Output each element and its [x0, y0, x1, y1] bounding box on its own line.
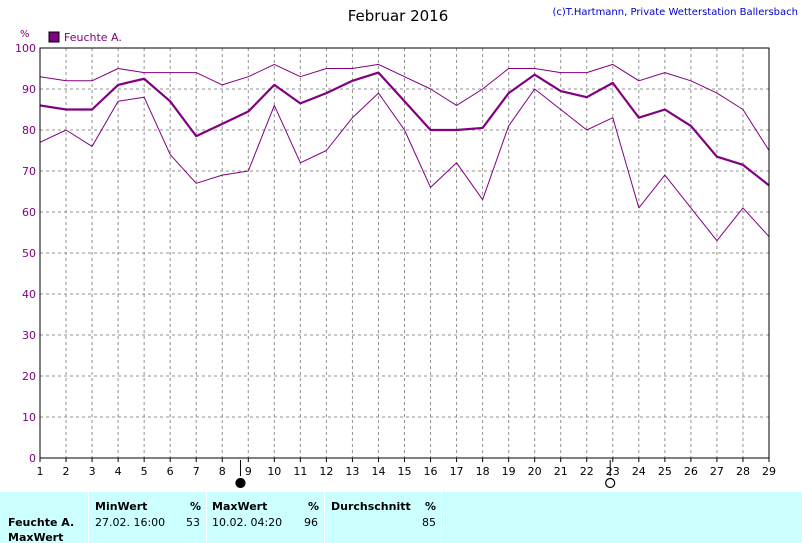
chart-area: Februar 2016 (c)T.Hartmann, Private Wett…	[15, 7, 798, 489]
min-value: 53	[186, 516, 200, 529]
y-tick-label: 20	[22, 370, 36, 383]
statistics-panel: MinWert % MaxWert % Durchschnitt % Feuch…	[0, 492, 802, 543]
x-tick-label: 9	[245, 465, 252, 478]
x-tick-label: 28	[736, 465, 750, 478]
stats-separator	[88, 492, 89, 543]
x-tick-label: 24	[632, 465, 646, 478]
max-date: 10.02. 04:20	[212, 516, 283, 529]
x-tick-label: 27	[710, 465, 724, 478]
series-lines	[39, 63, 770, 242]
min-header: MinWert	[95, 500, 148, 513]
y-tick-label: 30	[22, 329, 36, 342]
max-value: 96	[304, 516, 318, 529]
x-tick-label: 7	[193, 465, 200, 478]
max-header: MaxWert	[212, 500, 268, 513]
grid	[40, 48, 769, 458]
y-tick-label: 60	[22, 206, 36, 219]
y-axis-unit: %	[20, 29, 30, 40]
y-axis-ticks: 0 10 20 30 40 50 60 70 80 90 100	[15, 42, 36, 465]
row-label-secondary: MaxWert	[8, 531, 64, 543]
x-tick-label: 11	[293, 465, 307, 478]
x-tick-label: 12	[319, 465, 333, 478]
stats-separator	[206, 492, 207, 543]
copyright-text: (c)T.Hartmann, Private Wetterstation Bal…	[552, 7, 798, 18]
x-tick-label: 22	[580, 465, 594, 478]
series-line-max	[39, 63, 770, 151]
avg-header: Durchschnitt	[331, 500, 411, 513]
chart-title: Februar 2016	[348, 7, 449, 25]
x-tick-label: 19	[502, 465, 516, 478]
x-tick-label: 10	[267, 465, 281, 478]
x-tick-label: 21	[554, 465, 568, 478]
x-tick-label: 1	[37, 465, 44, 478]
avg-value: 85	[422, 516, 436, 529]
x-tick-label: 3	[89, 465, 96, 478]
y-tick-label: 70	[22, 165, 36, 178]
avg-unit: %	[425, 500, 437, 513]
x-tick-label: 14	[371, 465, 385, 478]
y-tick-label: 0	[29, 452, 36, 465]
y-tick-label: 100	[15, 42, 36, 55]
max-unit: %	[308, 500, 320, 513]
x-axis-ticks: 1 2 3 4 5 6 7 8 9 10 11 12 13 14 15 16 17 18 19 20 21 22 23 24 2…	[37, 458, 776, 478]
x-tick-label: 4	[115, 465, 122, 478]
moon-phase-markers	[235, 460, 616, 489]
min-unit: %	[190, 500, 202, 513]
x-tick-label: 13	[345, 465, 359, 478]
x-tick-label: 25	[658, 465, 672, 478]
x-tick-label: 5	[141, 465, 148, 478]
series-line-average	[39, 71, 770, 187]
y-tick-label: 40	[22, 288, 36, 301]
y-tick-label: 90	[22, 83, 36, 96]
y-tick-label: 50	[22, 247, 36, 260]
x-tick-label: 20	[528, 465, 542, 478]
min-date: 27.02. 16:00	[95, 516, 166, 529]
x-tick-label: 15	[398, 465, 412, 478]
stats-separator	[324, 492, 325, 543]
x-tick-label: 18	[476, 465, 490, 478]
series-line-min	[39, 88, 770, 242]
x-tick-label: 17	[450, 465, 464, 478]
legend-label: Feuchte A.	[64, 31, 122, 44]
humidity-chart: Februar 2016 (c)T.Hartmann, Private Wett…	[15, 7, 798, 489]
x-tick-label: 2	[63, 465, 70, 478]
x-tick-label: 26	[684, 465, 698, 478]
full-moon-icon	[605, 477, 616, 489]
legend-swatch	[48, 31, 60, 43]
new-moon-icon	[235, 477, 246, 489]
y-tick-label: 10	[22, 411, 36, 424]
x-tick-label: 16	[424, 465, 438, 478]
x-tick-label: 6	[167, 465, 174, 478]
plot-frame	[39, 47, 770, 459]
x-tick-label: 23	[606, 465, 620, 478]
x-tick-label: 8	[219, 465, 226, 478]
y-tick-label: 80	[22, 124, 36, 137]
stats-separator	[441, 492, 442, 543]
x-tick-label: 29	[762, 465, 776, 478]
row-label: Feuchte A.	[8, 516, 75, 529]
